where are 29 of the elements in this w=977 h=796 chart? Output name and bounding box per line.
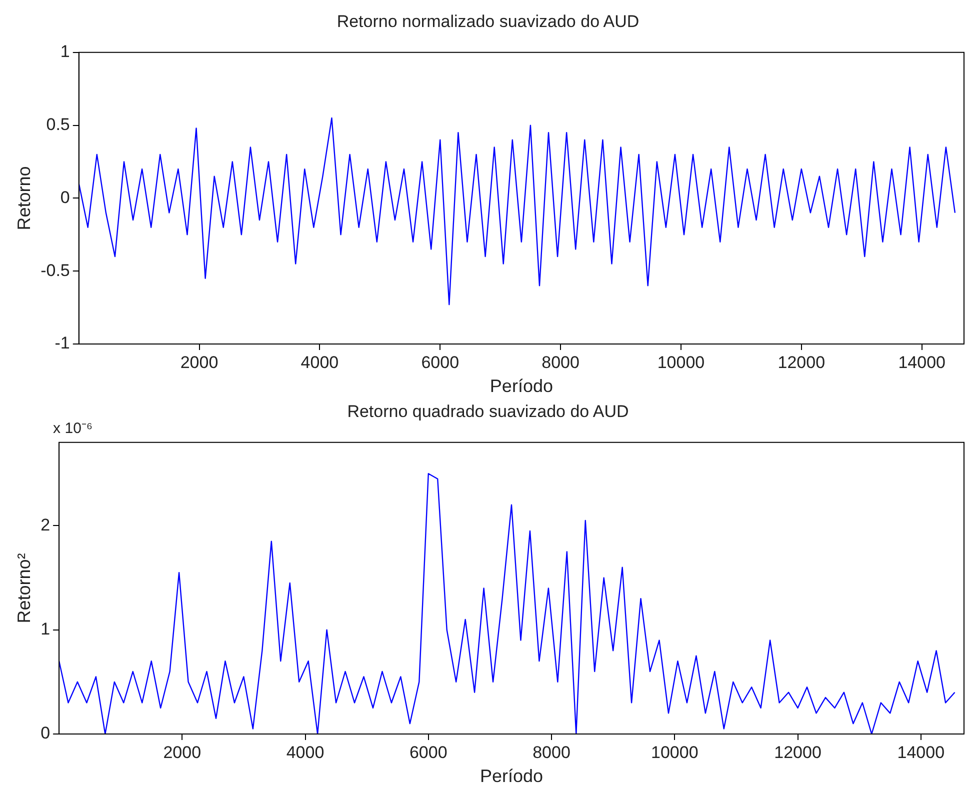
y-axis-title: Retorno²: [14, 553, 34, 624]
y-tick-label: 0: [40, 724, 50, 743]
x-tick-label: 10000: [657, 352, 705, 372]
y-tick-label: 0.5: [46, 114, 70, 134]
y-tick-label: -1: [54, 334, 70, 353]
y-tick-label: -0.5: [40, 260, 70, 280]
chart-title: Retorno quadrado suavizado do AUD: [347, 402, 629, 421]
y-tick-label: 1: [60, 42, 70, 62]
x-axis-title: Período: [480, 766, 544, 786]
x-tick-label: 6000: [421, 352, 460, 372]
x-tick-label: 12000: [774, 742, 822, 762]
x-tick-label: 8000: [532, 742, 570, 762]
x-tick-label: 8000: [542, 352, 580, 372]
x-tick-label: 14000: [898, 352, 946, 372]
x-tick-label: 12000: [778, 352, 826, 372]
x-tick-label: 6000: [409, 742, 448, 762]
x-tick-label: 4000: [286, 742, 324, 762]
x-tick-label: 4000: [300, 352, 339, 372]
y-tick-label: 2: [40, 515, 50, 534]
text: x 10⁻⁶: [53, 420, 93, 438]
x-tick-label: 2000: [163, 742, 202, 762]
y-tick-label: 1: [40, 620, 50, 639]
x-tick-label: 14000: [897, 742, 945, 762]
x-axis-title: Período: [490, 376, 553, 396]
x-tick-label: 10000: [651, 742, 698, 762]
y-tick-label: 0: [60, 188, 70, 207]
x-tick-label: 2000: [180, 352, 218, 372]
chart-title: Retorno normalizado suavizado do AUD: [336, 12, 640, 31]
y-axis-title: Retorno: [14, 166, 34, 230]
